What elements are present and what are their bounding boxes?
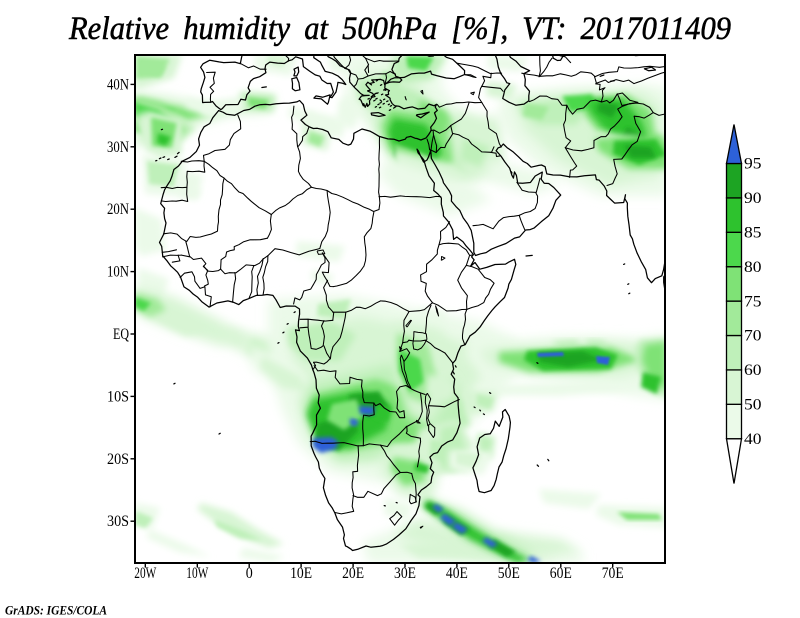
svg-text:90: 90: [744, 190, 762, 207]
svg-text:20W: 20W: [134, 565, 157, 582]
svg-text:95: 95: [744, 156, 762, 173]
svg-text:60: 60: [744, 362, 762, 379]
svg-text:30E: 30E: [394, 565, 416, 582]
svg-text:GrADS: IGES/COLA: GrADS: IGES/COLA: [5, 604, 107, 618]
svg-text:40E: 40E: [446, 565, 468, 582]
svg-text:70: 70: [744, 328, 762, 345]
svg-text:75: 75: [744, 293, 762, 310]
svg-text:10W: 10W: [186, 565, 209, 582]
svg-text:70E: 70E: [602, 565, 624, 582]
svg-text:30S: 30S: [107, 513, 129, 530]
svg-text:40N: 40N: [107, 76, 129, 93]
svg-text:80: 80: [744, 259, 762, 276]
svg-text:30N: 30N: [107, 139, 129, 156]
svg-text:EQ: EQ: [113, 326, 129, 343]
svg-text:50E: 50E: [498, 565, 520, 582]
svg-text:20S: 20S: [107, 451, 129, 468]
svg-text:10S: 10S: [107, 388, 129, 405]
svg-text:20N: 20N: [107, 201, 129, 218]
svg-text:10E: 10E: [290, 565, 312, 582]
svg-text:20E: 20E: [342, 565, 364, 582]
svg-text:10N: 10N: [107, 264, 129, 281]
svg-text:50: 50: [744, 397, 762, 414]
svg-text:85: 85: [744, 225, 762, 242]
svg-text:Relative humidity at 500hPa [%: Relative humidity at 500hPa [%], VT: 201…: [68, 11, 731, 47]
svg-text:60E: 60E: [550, 565, 572, 582]
svg-text:0: 0: [246, 565, 253, 582]
svg-text:40: 40: [744, 431, 762, 448]
